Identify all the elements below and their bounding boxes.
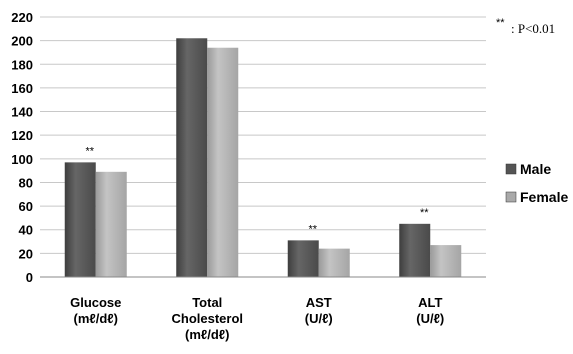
note-marker: ** — [496, 17, 505, 29]
significance-marker: ** — [420, 207, 429, 219]
legend-label: Female — [520, 189, 568, 205]
y-tick-label: 200 — [11, 34, 33, 49]
category-labels: Glucose (mℓ/dℓ) Total Cholesterol (mℓ/dℓ) AST… — [70, 295, 444, 342]
significance-marker: ** — [85, 145, 94, 157]
y-axis-ticks: 0 20 40 60 80 100 120 140 160 180 200 220 — [11, 10, 33, 285]
legend: Male Female — [505, 161, 568, 205]
y-tick-label: 120 — [11, 128, 33, 143]
significance-markers: ** ** ** — [85, 145, 429, 235]
bar-female: Female: 89 — [95, 171, 127, 277]
category-label: Total Cholesterol (mℓ/dℓ) — [171, 295, 243, 342]
y-tick-label: 160 — [11, 81, 33, 96]
legend-swatch-female — [505, 191, 517, 203]
y-tick-label: 100 — [11, 152, 33, 167]
bar-female: Female: 194 — [207, 47, 239, 278]
bar-male: Male: 31 — [287, 240, 319, 277]
significance-note: ** : P<0.01 — [496, 17, 555, 36]
category-label: ALT (U/ℓ) — [416, 295, 444, 326]
y-tick-label: 180 — [11, 57, 33, 72]
significance-marker: ** — [308, 223, 317, 235]
bar-male: Male: 97 — [64, 162, 96, 277]
y-tick-label: 140 — [11, 105, 33, 120]
bar-male: Male: 202 — [176, 38, 208, 277]
legend-label: Male — [520, 161, 551, 177]
y-tick-label: 220 — [11, 10, 33, 25]
bar-female: Female: 27 — [430, 245, 462, 277]
y-tick-label: 20 — [19, 246, 33, 261]
note-text: : P<0.01 — [511, 21, 555, 36]
bar-female: Female: 24 — [318, 248, 350, 277]
bar-male: Male: 45 — [399, 223, 431, 277]
bars: Male: 97Female: 89 Male: 202Female: 194 Ma… — [64, 38, 462, 278]
y-tick-label: 80 — [19, 175, 33, 190]
legend-swatch-male — [505, 163, 517, 175]
y-tick-label: 60 — [19, 199, 33, 214]
y-tick-label: 0 — [26, 270, 33, 285]
category-label: Glucose (mℓ/dℓ) — [70, 295, 121, 326]
y-tick-label: 40 — [19, 223, 33, 238]
category-label: AST (U/ℓ) — [305, 295, 333, 326]
